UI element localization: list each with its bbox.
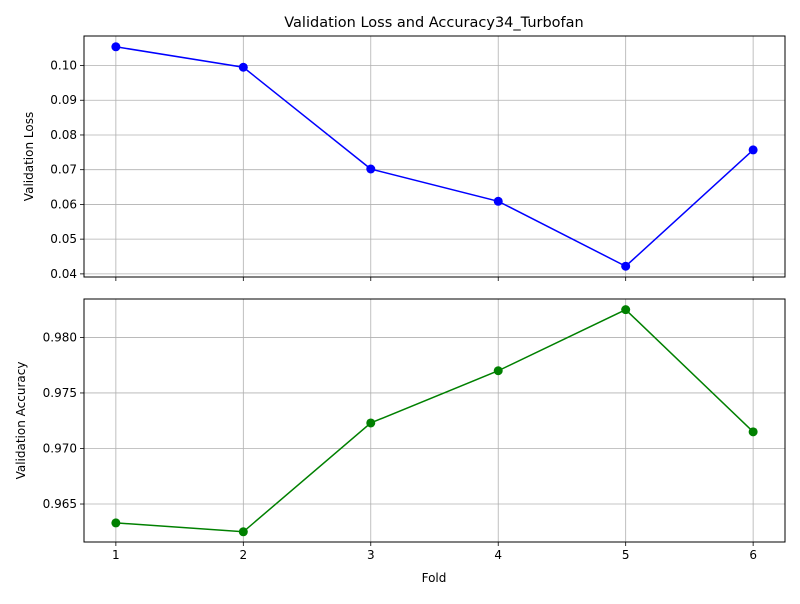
accuracy-data-point — [493, 366, 503, 376]
loss-series — [111, 42, 758, 271]
x-tick-label: 4 — [494, 548, 502, 562]
accuracy-ticks: 1 2 3 4 5 6 0.965 0.970 0.975 0.980 — [43, 330, 757, 562]
loss-ylabel: Validation Loss — [22, 112, 36, 201]
accuracy-grid — [84, 299, 785, 542]
x-tick-label: 2 — [239, 548, 247, 562]
loss-y-tick-label: 0.05 — [50, 232, 77, 246]
x-tick-label: 3 — [367, 548, 375, 562]
accuracy-y-tick-label: 0.965 — [43, 497, 77, 511]
accuracy-ylabel: Validation Accuracy — [14, 362, 28, 480]
accuracy-y-tick-label: 0.970 — [43, 441, 77, 455]
chart-title: Validation Loss and Accuracy34_Turbofan — [284, 15, 583, 31]
loss-y-tick-label: 0.10 — [50, 59, 77, 73]
x-tick-label: 6 — [749, 548, 757, 562]
accuracy-series-line — [115, 308, 754, 533]
accuracy-series — [111, 305, 758, 537]
loss-panel: Validation Loss and Accuracy34_Turbofan … — [22, 15, 786, 281]
loss-y-tick-label: 0.06 — [50, 197, 77, 211]
loss-data-point — [748, 145, 758, 155]
loss-grid — [84, 36, 785, 277]
accuracy-data-point — [621, 305, 631, 315]
loss-data-point — [238, 62, 248, 72]
loss-data-point — [111, 42, 121, 52]
accuracy-data-point — [111, 518, 121, 528]
accuracy-y-tick-label: 0.980 — [43, 330, 77, 344]
x-axis-label: Fold — [422, 571, 447, 585]
accuracy-data-point — [238, 527, 248, 537]
accuracy-panel: 1 2 3 4 5 6 0.965 0.970 0.975 0.980 Validation Ac… — [14, 298, 786, 585]
loss-y-tick-label: 0.07 — [50, 163, 77, 177]
accuracy-data-point — [748, 427, 758, 437]
loss-y-tick-label: 0.08 — [50, 128, 77, 142]
x-tick-label: 5 — [622, 548, 630, 562]
accuracy-data-point — [366, 418, 376, 428]
loss-y-tick-label: 0.04 — [50, 267, 77, 281]
loss-series-line — [115, 46, 754, 268]
loss-axes-frame — [83, 35, 786, 278]
accuracy-y-tick-label: 0.975 — [43, 386, 77, 400]
loss-data-point — [493, 196, 503, 206]
loss-data-point — [366, 164, 376, 174]
x-tick-label: 1 — [112, 548, 120, 562]
accuracy-axes-frame — [83, 298, 786, 543]
loss-ticks: 0.04 0.05 0.06 0.07 0.08 0.09 0.10 — [50, 59, 754, 281]
loss-y-tick-label: 0.09 — [50, 93, 77, 107]
loss-data-point — [621, 261, 631, 271]
